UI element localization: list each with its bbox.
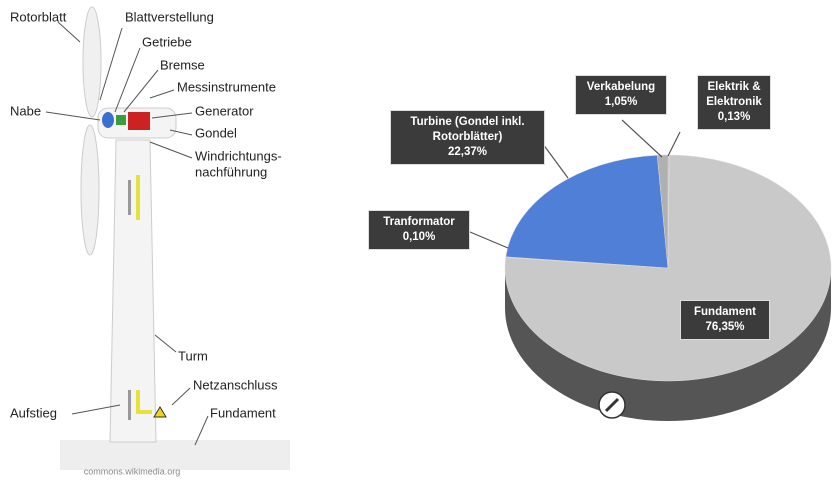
leader-line [621, 119, 663, 158]
gearbox [116, 115, 126, 125]
diagram-label: Messinstrumente [177, 79, 276, 94]
pie-slice [505, 154, 669, 269]
cable [136, 175, 140, 220]
leader-line [667, 131, 681, 157]
diagram-label: Nabe [10, 103, 41, 118]
diagram-label: Fundament [210, 405, 276, 420]
slice-value: 0,13% [717, 111, 751, 123]
ground [60, 440, 290, 470]
diagram-label: Bremse [160, 57, 205, 72]
diagram-label: Rotorblatt [10, 9, 67, 24]
pie [504, 154, 832, 421]
diagram-label: Getriebe [142, 34, 192, 49]
tower [109, 139, 157, 443]
slice-name: Fundament [694, 306, 756, 318]
slice-label: Turbine (Gondel inkl. Rotorblätter) 22,37… [390, 110, 545, 165]
diagram-label: nachführung [195, 164, 267, 179]
diagram-label: Turm [178, 348, 208, 363]
slice-label: Tranformator 0,10% [368, 210, 470, 250]
blade [82, 6, 102, 118]
ladder [128, 390, 131, 420]
diagram-label: Gondel [195, 125, 237, 140]
edit-icon [604, 397, 620, 413]
diagram-label: Aufstieg [10, 405, 57, 420]
diagram-label: Generator [195, 103, 254, 118]
slice-name: Elektrik & Elektronik [706, 81, 762, 108]
credit: commons.wikimedia.org [84, 466, 181, 476]
hub [102, 112, 114, 128]
slice-name: Turbine (Gondel inkl. Rotorblätter) [410, 116, 525, 143]
blade [80, 124, 100, 256]
warning-icon [153, 406, 167, 418]
slice-value: 22,37% [447, 146, 487, 158]
ladder [128, 180, 131, 215]
slice-label: Elektrik & Elektronik 0,13% [697, 75, 771, 130]
slice-name: Tranformator [383, 216, 455, 228]
leaders [45, 21, 209, 446]
slice-value: 76,35% [705, 321, 745, 333]
diagram-label: Blattverstellung [125, 9, 214, 24]
generator [128, 112, 150, 130]
diagram-label: Windrichtungs- [195, 148, 282, 163]
slice-value: 0,10% [402, 231, 436, 243]
slice-label: Fundament 76,35% [680, 300, 770, 340]
leader-line [469, 231, 509, 249]
slice-name: Verkabelung [586, 81, 656, 93]
slice-value: 1,05% [604, 96, 638, 108]
slice-label: Verkabelung 1,05% [575, 75, 667, 115]
cable [136, 390, 152, 414]
diagram-label: Netzanschluss [193, 377, 278, 392]
